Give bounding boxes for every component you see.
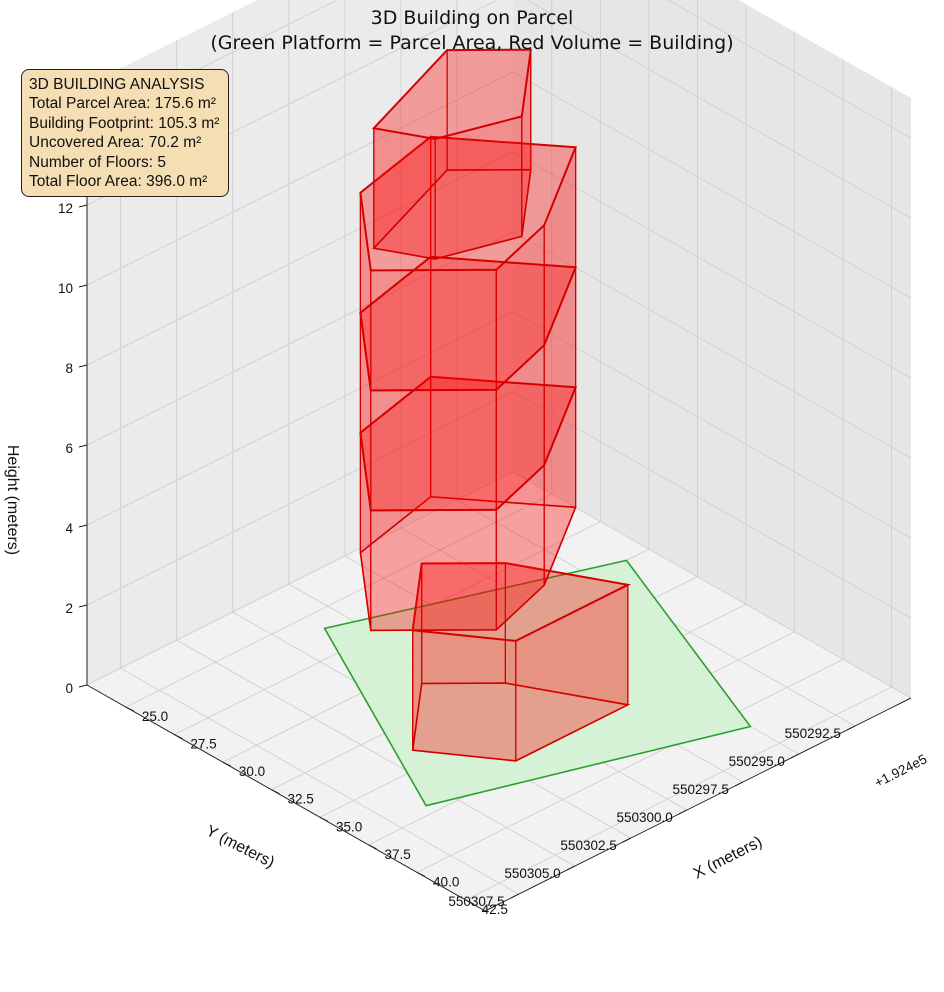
x-tick-label-mark bbox=[368, 844, 377, 850]
x-tick-label-mark bbox=[271, 789, 280, 795]
axes-panes bbox=[87, 0, 911, 911]
parcel-platform bbox=[323, 559, 752, 807]
z-tick-label-mark bbox=[78, 684, 88, 688]
z-tick-label: 12 bbox=[58, 201, 73, 216]
y-tick-label-mark bbox=[790, 753, 800, 759]
grid-z-right bbox=[512, 391, 912, 619]
grid-x-floor bbox=[125, 493, 553, 708]
x-tick-label: 25.0 bbox=[142, 709, 168, 724]
x-axis-line bbox=[484, 697, 912, 912]
floor-5-top bbox=[371, 48, 532, 141]
x-tick-label: 35.0 bbox=[336, 819, 362, 834]
x-tick-label: 30.0 bbox=[239, 764, 265, 779]
z-tick-label-mark bbox=[78, 444, 88, 448]
grid-z-right bbox=[526, 0, 912, 219]
y-tick-label-mark bbox=[678, 809, 688, 815]
z-axis-label: Height (meters) bbox=[4, 445, 21, 555]
grid-z-right bbox=[667, 0, 912, 139]
x-tick-label: 27.5 bbox=[190, 737, 216, 752]
floor-3-bottom bbox=[359, 375, 577, 512]
x-offset-label: +1.924e5 bbox=[872, 751, 929, 790]
grid-z-left bbox=[86, 471, 514, 686]
grid-z-right bbox=[512, 471, 912, 699]
x-tick-label-mark bbox=[416, 871, 426, 877]
info-heading: 3D BUILDING ANALYSIS bbox=[29, 76, 205, 93]
y-tick-label: 550297.5 bbox=[673, 782, 729, 797]
analysis-info-box: 3D BUILDING ANALYSIS Total Parcel Area: … bbox=[21, 69, 229, 197]
floor-4-bottom bbox=[359, 255, 577, 392]
grid-y-floor bbox=[120, 667, 519, 895]
x-tick-label-mark bbox=[319, 816, 329, 822]
grid-z-right bbox=[512, 71, 912, 299]
y-tick-label-mark bbox=[510, 893, 519, 899]
info-total-parcel-area: Total Parcel Area: 175.6 m² bbox=[29, 95, 216, 113]
info-total-floor-area: Total Floor Area: 396.0 m² bbox=[29, 173, 208, 191]
z-tick-label: 0 bbox=[65, 681, 73, 696]
y-tick-label-mark bbox=[566, 865, 575, 871]
z-tick-label: 6 bbox=[65, 441, 73, 456]
grid-x-floor bbox=[416, 659, 844, 873]
building-volume bbox=[359, 48, 632, 762]
grid-z-left bbox=[86, 151, 514, 366]
floor-2-bottom bbox=[359, 495, 577, 632]
z-tick-label: 2 bbox=[65, 601, 73, 616]
floor-1-top bbox=[411, 562, 632, 642]
z-tick-label-mark bbox=[78, 524, 88, 528]
z-tick-label: 10 bbox=[58, 281, 73, 296]
x-tick-label: 37.5 bbox=[385, 847, 411, 862]
y-tick-label-mark bbox=[622, 837, 631, 843]
y-tick-label: 550300.0 bbox=[616, 810, 672, 825]
y-tick-label: 550292.5 bbox=[785, 726, 841, 741]
z-tick-label-mark bbox=[78, 204, 88, 208]
chart-title-line2: (Green Platform = Parcel Area, Red Volum… bbox=[210, 32, 734, 54]
grid-z-left bbox=[86, 231, 514, 446]
z-tick-label: 8 bbox=[65, 361, 73, 376]
x-tick-label-mark bbox=[174, 734, 183, 740]
x-tick-label-mark bbox=[125, 706, 135, 712]
x-axis-label: X (meters) bbox=[691, 833, 765, 882]
z-tick-label-mark bbox=[78, 604, 88, 608]
floor-5-bottom bbox=[372, 168, 532, 260]
info-number-of-floors: Number of Floors: 5 bbox=[29, 153, 166, 171]
y-tick-label: 550305.0 bbox=[504, 866, 560, 881]
z-tick-label: 4 bbox=[65, 521, 73, 536]
grid-z-left bbox=[86, 311, 514, 526]
parcel-polygon bbox=[323, 559, 752, 807]
grid-z-left bbox=[86, 391, 514, 606]
pane-back-right bbox=[513, 0, 911, 698]
y-tick-label: 550302.5 bbox=[560, 838, 616, 853]
grid-z-right bbox=[512, 231, 912, 459]
z-tick-label-mark bbox=[78, 284, 88, 288]
y-axis-label: Y (meters) bbox=[203, 823, 277, 872]
grid-y-floor bbox=[176, 639, 575, 867]
x-tick-label-mark bbox=[465, 899, 474, 905]
grid-z-left bbox=[86, 71, 514, 286]
y-tick-label: 550295.0 bbox=[729, 754, 785, 769]
x-tick-label-mark bbox=[222, 761, 232, 767]
y-tick-label: 550307.5 bbox=[448, 894, 504, 909]
chart-title-line1: 3D Building on Parcel bbox=[370, 7, 574, 29]
grid-z-right bbox=[512, 151, 912, 379]
x-tick-label: 32.5 bbox=[287, 792, 313, 807]
info-building-footprint: Building Footprint: 105.3 m² bbox=[29, 114, 220, 132]
grid-x-floor bbox=[465, 686, 892, 901]
info-uncovered-area: Uncovered Area: 70.2 m² bbox=[29, 134, 202, 152]
y-tick-label-mark bbox=[734, 781, 744, 787]
floor-1-bottom bbox=[411, 682, 631, 762]
z-tick-label-mark bbox=[78, 364, 88, 368]
x-tick-label: 42.5 bbox=[482, 902, 508, 917]
x-tick-label: 40.0 bbox=[433, 874, 459, 889]
y-tick-label-mark bbox=[846, 725, 856, 731]
grid-z-right bbox=[512, 311, 912, 539]
